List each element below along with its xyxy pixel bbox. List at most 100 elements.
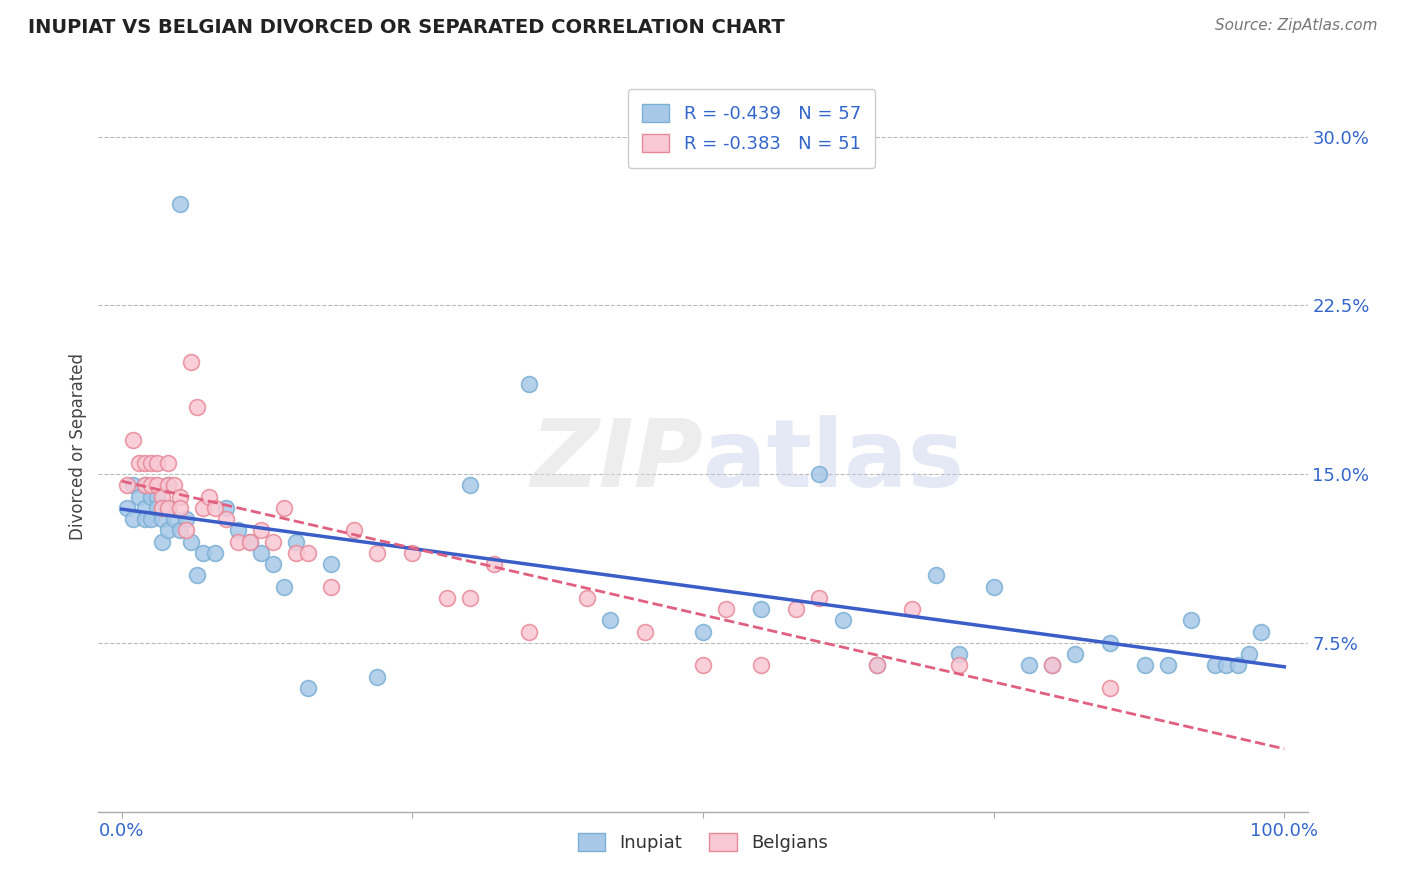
Point [436, 591, 458, 605]
Point [139, 512, 162, 526]
Point [273, 500, 295, 515]
Point [215, 500, 238, 515]
Point [1064, 647, 1087, 661]
Point [139, 478, 162, 492]
Point [901, 602, 924, 616]
Point [1250, 624, 1272, 639]
Point [191, 500, 214, 515]
Point [145, 456, 167, 470]
Point [262, 534, 284, 549]
Point [749, 658, 772, 673]
Point [198, 490, 221, 504]
Point [180, 354, 202, 368]
Point [226, 524, 249, 538]
Point [749, 602, 772, 616]
Point [808, 591, 831, 605]
Point [1040, 658, 1063, 673]
Point [692, 624, 714, 639]
Point [139, 490, 162, 504]
Point [401, 546, 423, 560]
Point [204, 500, 226, 515]
Point [150, 534, 173, 549]
Point [948, 658, 970, 673]
Point [174, 512, 197, 526]
Point [1226, 658, 1249, 673]
Point [1018, 658, 1040, 673]
Point [122, 512, 145, 526]
Point [460, 591, 482, 605]
Point [1098, 636, 1121, 650]
Point [517, 624, 540, 639]
Point [866, 658, 889, 673]
Point [366, 546, 388, 560]
Point [191, 546, 214, 560]
Point [1040, 658, 1063, 673]
Point [575, 591, 598, 605]
Point [122, 478, 145, 492]
Point [239, 534, 262, 549]
Point [1157, 658, 1180, 673]
Point [319, 557, 342, 571]
Text: INUPIAT VS BELGIAN DIVORCED OR SEPARATED CORRELATION CHART: INUPIAT VS BELGIAN DIVORCED OR SEPARATED… [28, 18, 785, 37]
Point [226, 534, 249, 549]
Point [1133, 658, 1156, 673]
Point [157, 500, 180, 515]
Point [634, 624, 657, 639]
Point [599, 614, 621, 628]
Point [169, 490, 191, 504]
Point [157, 524, 180, 538]
Point [186, 400, 208, 414]
Point [285, 546, 308, 560]
Legend: Inupiat, Belgians: Inupiat, Belgians [569, 824, 837, 861]
Point [128, 490, 150, 504]
Point [180, 534, 202, 549]
Point [150, 500, 173, 515]
Point [204, 546, 226, 560]
Point [1239, 647, 1261, 661]
Point [366, 670, 388, 684]
Point [285, 534, 308, 549]
Point [174, 524, 197, 538]
Point [482, 557, 505, 571]
Text: Source: ZipAtlas.com: Source: ZipAtlas.com [1215, 18, 1378, 33]
Point [983, 580, 1005, 594]
Point [157, 478, 180, 492]
Point [157, 456, 180, 470]
Point [343, 524, 366, 538]
Point [297, 681, 319, 695]
Point [297, 546, 319, 560]
Point [134, 478, 156, 492]
Point [1204, 658, 1226, 673]
Text: atlas: atlas [703, 415, 965, 507]
Point [262, 557, 284, 571]
Point [785, 602, 807, 616]
Point [1180, 614, 1202, 628]
Point [145, 500, 167, 515]
Point [186, 568, 208, 582]
Y-axis label: Divorced or Separated: Divorced or Separated [69, 352, 87, 540]
Point [122, 434, 145, 448]
Point [134, 512, 156, 526]
Point [808, 467, 831, 482]
Point [866, 658, 889, 673]
Text: ZIP: ZIP [530, 415, 703, 507]
Point [169, 524, 191, 538]
Point [831, 614, 853, 628]
Point [139, 456, 162, 470]
Point [1215, 658, 1237, 673]
Point [250, 546, 273, 560]
Point [134, 456, 156, 470]
Point [145, 478, 167, 492]
Point [163, 512, 186, 526]
Point [924, 568, 946, 582]
Point [169, 500, 191, 515]
Point [716, 602, 738, 616]
Point [215, 512, 238, 526]
Point [273, 580, 295, 594]
Point [250, 524, 273, 538]
Point [157, 500, 180, 515]
Point [163, 478, 186, 492]
Point [134, 500, 156, 515]
Point [150, 512, 173, 526]
Point [692, 658, 714, 673]
